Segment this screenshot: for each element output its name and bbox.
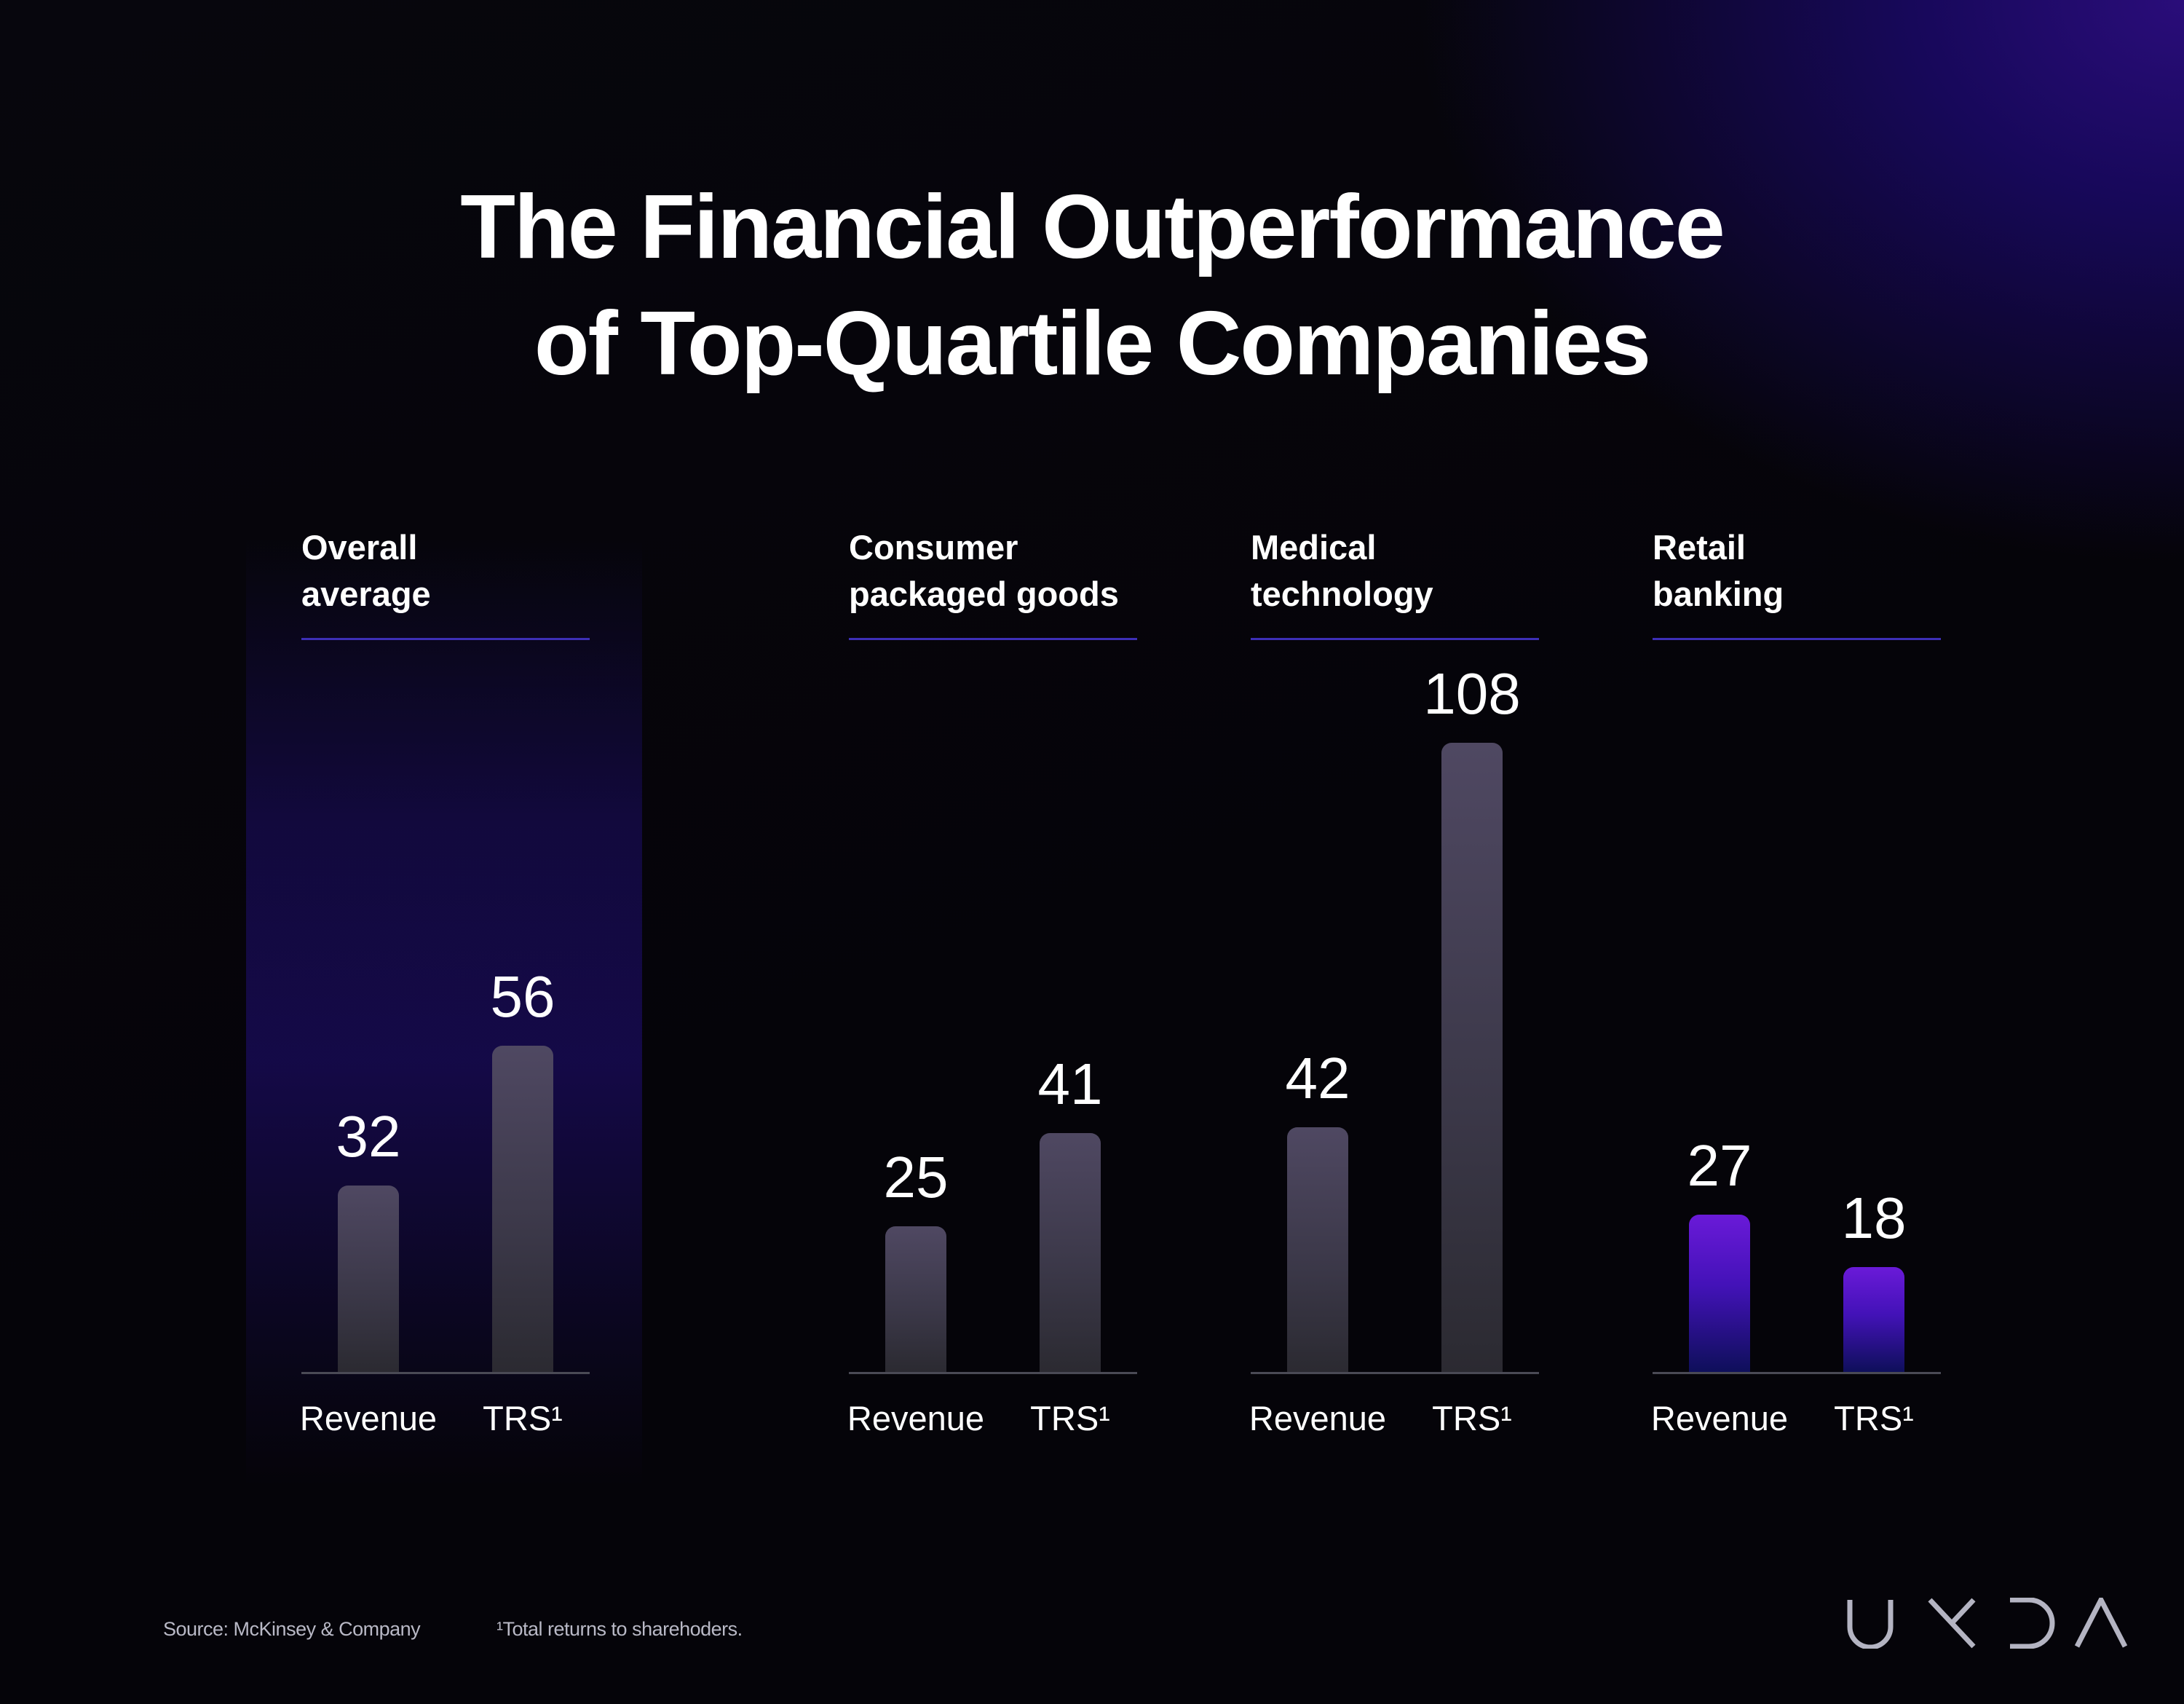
- bar: [1040, 1133, 1101, 1372]
- group-title-line: average: [301, 575, 431, 613]
- chart-group: Overall average 32 Revenue 56 TRS¹: [300, 524, 590, 1456]
- category-label: TRS¹: [1834, 1399, 1914, 1437]
- logo-letter-u: [1847, 1600, 1894, 1649]
- group-title: Retail banking: [1653, 524, 1941, 618]
- data-label: 27: [1687, 1133, 1752, 1198]
- logo-letter-x: [1928, 1598, 1976, 1649]
- category-label: Revenue: [299, 1399, 438, 1437]
- category-label: TRS¹: [1432, 1399, 1512, 1437]
- group-title-line: packaged goods: [849, 575, 1119, 613]
- logo-letter-d: [2010, 1598, 2055, 1649]
- category-label: Revenue: [847, 1399, 985, 1437]
- group-divider: [1653, 638, 1941, 640]
- group-divider: [301, 638, 590, 640]
- highlight-panel: [246, 539, 642, 1486]
- category-label: TRS¹: [1030, 1399, 1110, 1437]
- bar: [885, 1226, 946, 1372]
- group-divider: [849, 638, 1137, 640]
- group-divider: [1251, 638, 1539, 640]
- data-label: 41: [1037, 1052, 1103, 1116]
- uxda-logo: [1847, 1598, 2128, 1649]
- group-title-line: Retail: [1653, 528, 1746, 567]
- baseline: [1653, 1372, 1941, 1374]
- source-note: Source: McKinsey & Company: [163, 1618, 421, 1640]
- baseline: [849, 1372, 1137, 1374]
- group-title-line: Overall: [301, 528, 418, 567]
- group-title: Medical technology: [1251, 524, 1539, 618]
- data-label: 32: [336, 1104, 401, 1169]
- group-title: Overall average: [301, 524, 590, 618]
- footnote: ¹Total returns to sharehoders.: [496, 1618, 743, 1640]
- chart-group: Consumer packaged goods 25 Revenue 41 TRS¹: [847, 524, 1137, 1456]
- data-label: 25: [883, 1145, 949, 1210]
- group-title-line: banking: [1653, 575, 1784, 613]
- title-line-1: The Financial Outperformance: [460, 177, 1725, 277]
- data-label: 56: [490, 964, 555, 1029]
- category-label: TRS¹: [483, 1399, 563, 1437]
- chart-group: Medical technology 42 Revenue 108 TRS¹: [1249, 524, 1539, 1456]
- bar: [1843, 1267, 1904, 1372]
- group-title-line: Medical: [1251, 528, 1377, 567]
- category-label: Revenue: [1650, 1399, 1789, 1437]
- chart-group: Retail banking 27 Revenue 18 TRS¹: [1651, 524, 1941, 1456]
- bar: [1689, 1215, 1750, 1372]
- data-label: 108: [1423, 661, 1521, 726]
- logo-letter-a: [2074, 1598, 2128, 1648]
- group-title-line: Consumer: [849, 528, 1018, 567]
- data-label: 42: [1285, 1046, 1350, 1111]
- group-title: Consumer packaged goods: [849, 524, 1137, 618]
- title-line-2: of Top-Quartile Companies: [534, 293, 1651, 394]
- bar: [1287, 1127, 1348, 1372]
- bar: [1441, 743, 1503, 1372]
- group-title-line: technology: [1251, 575, 1433, 613]
- category-label: Revenue: [1249, 1399, 1387, 1437]
- bar: [338, 1186, 399, 1372]
- page-title: The Financial Outperformance of Top-Quar…: [0, 169, 2184, 402]
- baseline: [1251, 1372, 1539, 1374]
- data-label: 18: [1841, 1186, 1907, 1250]
- bar: [492, 1046, 553, 1372]
- baseline: [301, 1372, 590, 1374]
